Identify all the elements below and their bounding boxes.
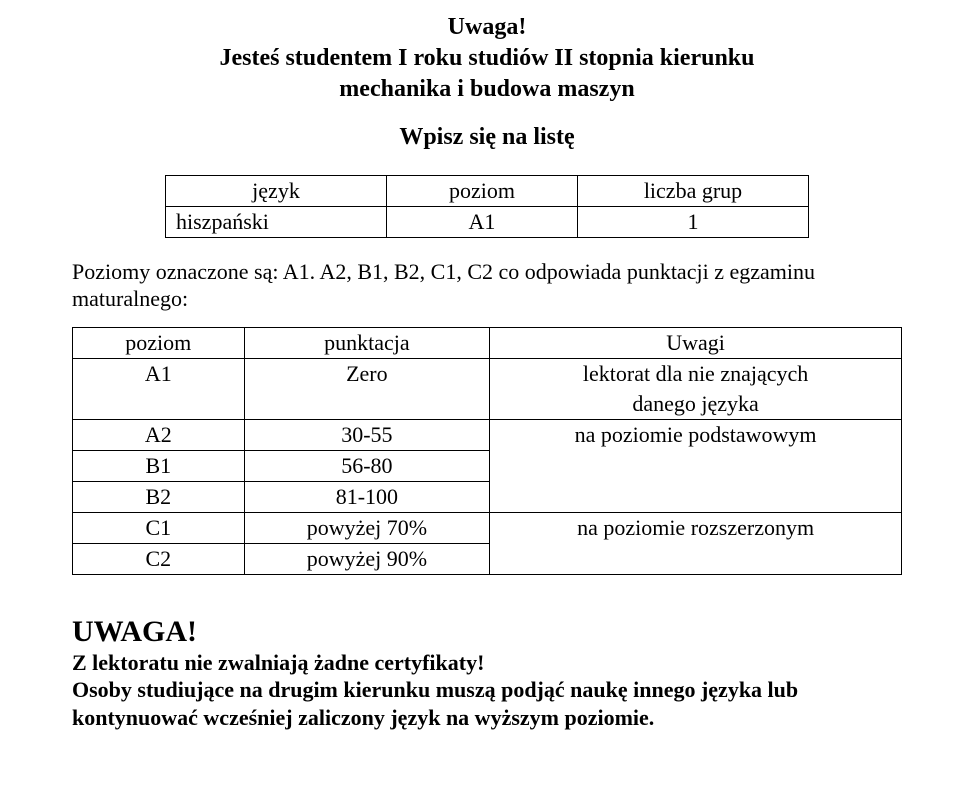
cell-score: 81-100 bbox=[244, 481, 490, 512]
table-row: C1 powyżej 70% na poziomie rozszerzonym bbox=[73, 512, 902, 543]
col-header-notes: Uwagi bbox=[490, 327, 902, 358]
cell-note bbox=[490, 481, 902, 512]
table-row: A2 30-55 na poziomie podstawowym bbox=[73, 419, 902, 450]
title-line-3: mechanika i budowa maszyn bbox=[72, 74, 902, 105]
col-header-level: poziom bbox=[73, 327, 245, 358]
cell-score: 30-55 bbox=[244, 419, 490, 450]
cell-note: lektorat dla nie znających bbox=[490, 358, 902, 389]
title-line-1: Uwaga! bbox=[72, 12, 902, 43]
warning-heading: UWAGA! bbox=[72, 615, 902, 649]
cell-level bbox=[73, 389, 245, 420]
table-row: B2 81-100 bbox=[73, 481, 902, 512]
cell-level: B2 bbox=[73, 481, 245, 512]
warning-line-2: Osoby studiujące na drugim kierunku musz… bbox=[72, 676, 902, 731]
cell-score: 56-80 bbox=[244, 450, 490, 481]
table-row: A1 Zero lektorat dla nie znających bbox=[73, 358, 902, 389]
cell-score bbox=[244, 389, 490, 420]
language-table: język poziom liczba grup hiszpański A1 1 bbox=[165, 175, 809, 238]
cell-level: A1 bbox=[73, 358, 245, 389]
language-table-wrap: język poziom liczba grup hiszpański A1 1 bbox=[72, 175, 902, 238]
cell-level: C2 bbox=[73, 543, 245, 574]
cell-note: na poziomie rozszerzonym bbox=[490, 512, 902, 543]
cell-language: hiszpański bbox=[166, 206, 387, 237]
col-header-language: język bbox=[166, 175, 387, 206]
table-row: poziom punktacja Uwagi bbox=[73, 327, 902, 358]
table-row: danego języka bbox=[73, 389, 902, 420]
cell-level: C1 bbox=[73, 512, 245, 543]
col-header-groups: liczba grup bbox=[578, 175, 809, 206]
cell-score: powyżej 70% bbox=[244, 512, 490, 543]
col-header-score: punktacja bbox=[244, 327, 490, 358]
title-block: Uwaga! Jesteś studentem I roku studiów I… bbox=[72, 12, 902, 106]
cell-note bbox=[490, 450, 902, 481]
subtitle: Wpisz się na listę bbox=[72, 124, 902, 151]
levels-table: poziom punktacja Uwagi A1 Zero lektorat … bbox=[72, 327, 902, 575]
table-row: B1 56-80 bbox=[73, 450, 902, 481]
table-row: hiszpański A1 1 bbox=[166, 206, 809, 237]
cell-note: danego języka bbox=[490, 389, 902, 420]
cell-score: powyżej 90% bbox=[244, 543, 490, 574]
cell-note: na poziomie podstawowym bbox=[490, 419, 902, 450]
title-line-2: Jesteś studentem I roku studiów II stopn… bbox=[72, 43, 902, 74]
cell-level: A1 bbox=[387, 206, 578, 237]
warning-body: Z lektoratu nie zwalniają żadne certyfik… bbox=[72, 649, 902, 732]
cell-groups: 1 bbox=[578, 206, 809, 237]
levels-paragraph: Poziomy oznaczone są: A1. A2, B1, B2, C1… bbox=[72, 258, 902, 313]
cell-level: A2 bbox=[73, 419, 245, 450]
table-row: język poziom liczba grup bbox=[166, 175, 809, 206]
cell-note bbox=[490, 543, 902, 574]
cell-score: Zero bbox=[244, 358, 490, 389]
col-header-level: poziom bbox=[387, 175, 578, 206]
cell-level: B1 bbox=[73, 450, 245, 481]
warning-line-1: Z lektoratu nie zwalniają żadne certyfik… bbox=[72, 649, 902, 677]
table-row: C2 powyżej 90% bbox=[73, 543, 902, 574]
document-page: Uwaga! Jesteś studentem I roku studiów I… bbox=[0, 0, 960, 799]
